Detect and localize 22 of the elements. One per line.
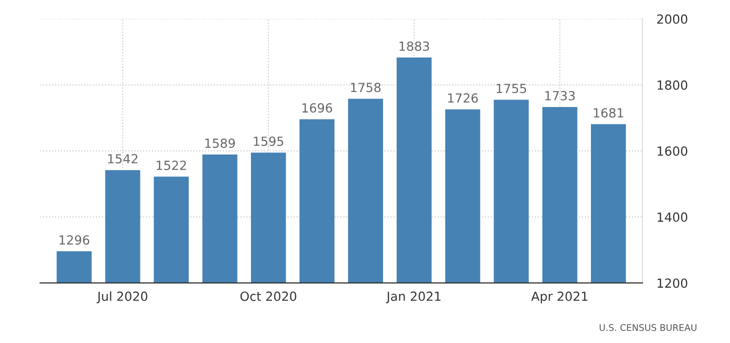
data-label: 1296 [60,235,90,245]
y-tick-label: 2000 [657,14,688,24]
y-tick-label: 1200 [658,278,688,288]
data-label: 1522 [156,160,186,170]
y-tick-label: 1600 [658,146,688,156]
data-label: 1726 [448,93,478,103]
data-label: 1755 [496,84,526,94]
text: U.S. CENSUS BUREAU [600,324,696,331]
data-label: 1733 [545,90,575,100]
x-tick-label: Jul 2020 [96,291,148,304]
x-tick-label: Jan 2021 [386,292,440,304]
data-label: 1681 [594,108,624,118]
data-label: 1542 [108,154,138,164]
data-label: 1883 [400,41,430,51]
y-tick-label: 1800 [658,80,688,90]
data-label: 1758 [351,82,381,92]
data-label: 1696 [302,103,332,113]
data-label: 1589 [205,138,235,148]
y-tick-label: 1400 [658,212,688,222]
x-tick-label: Apr 2021 [531,292,588,304]
x-tick-label: Oct 2020 [240,292,296,301]
data-label: 1595 [254,136,284,146]
